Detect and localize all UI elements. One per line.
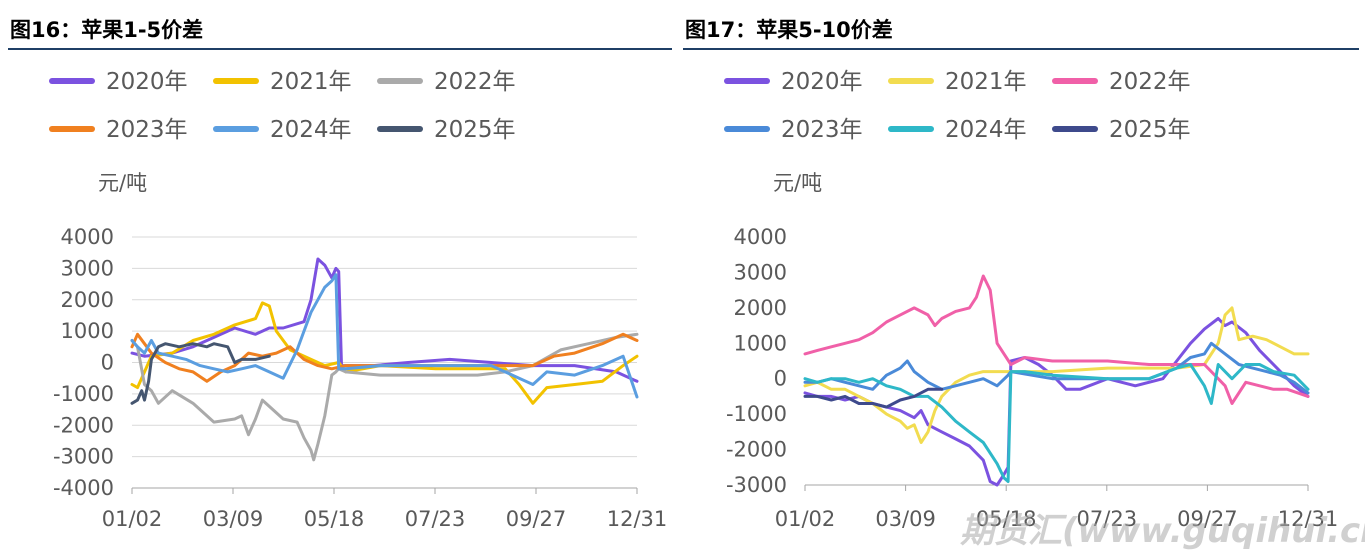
y-tick-label-1: 3000 xyxy=(734,260,787,284)
series-line-1 xyxy=(803,306,1310,444)
x-tick-label-0: 01/02 xyxy=(775,507,836,531)
y-tick-label-3: 1000 xyxy=(61,319,114,343)
series-line-4 xyxy=(803,363,1310,483)
y-tick-label-0: 4000 xyxy=(61,225,114,249)
legend-label-0: 2020年 xyxy=(106,69,188,95)
x-tick-label-2: 05/18 xyxy=(304,507,365,531)
title-divider-right xyxy=(683,48,1359,50)
y-tick-label-6: -2000 xyxy=(726,438,787,462)
x-tick-label-3: 07/23 xyxy=(405,507,466,531)
x-tick-label-4: 09/27 xyxy=(506,507,567,531)
legend-label-5: 2025年 xyxy=(1109,117,1191,143)
series-line-0 xyxy=(130,257,639,383)
x-tick-label-2: 05/18 xyxy=(976,507,1037,531)
y-tick-label-7: -3000 xyxy=(53,445,114,469)
x-tick-label-1: 03/09 xyxy=(203,507,264,531)
chart-title-left: 图16：苹果1-5价差 xyxy=(10,18,204,42)
x-tick-label-5: 12/31 xyxy=(607,507,668,531)
legend-label-0: 2020年 xyxy=(781,69,863,95)
y-tick-label-2: 2000 xyxy=(734,296,787,320)
series-line-5 xyxy=(803,387,944,409)
series-line-1 xyxy=(130,301,639,405)
legend-label-2: 2022年 xyxy=(434,69,516,95)
y-tick-label-2: 2000 xyxy=(61,288,114,312)
y-tick-label-5: -1000 xyxy=(53,382,114,406)
legend-label-2: 2022年 xyxy=(1109,69,1191,95)
series-line-4 xyxy=(130,273,639,399)
series-line-3 xyxy=(130,332,639,383)
legend-label-5: 2025年 xyxy=(434,117,516,143)
watermark-text: 期货汇(www.guqihui.cn) xyxy=(960,511,1365,551)
legend-label-3: 2023年 xyxy=(781,117,863,143)
y-tick-label-3: 1000 xyxy=(734,331,787,355)
series-line-5 xyxy=(130,342,271,405)
x-tick-label-0: 01/02 xyxy=(102,507,163,531)
legend-label-4: 2024年 xyxy=(945,117,1027,143)
x-tick-label-3: 07/23 xyxy=(1077,507,1138,531)
y-axis-unit-label: 元/吨 xyxy=(773,171,822,195)
series-line-3 xyxy=(803,341,1310,395)
legend-label-3: 2023年 xyxy=(106,117,188,143)
title-divider-left xyxy=(8,48,672,50)
x-tick-label-1: 03/09 xyxy=(875,507,936,531)
x-tick-label-4: 09/27 xyxy=(1177,507,1238,531)
series-line-2 xyxy=(803,274,1310,405)
y-tick-label-5: -1000 xyxy=(726,402,787,426)
series-line-2 xyxy=(130,332,639,462)
y-tick-label-8: -4000 xyxy=(53,476,114,500)
legend-label-1: 2021年 xyxy=(270,69,352,95)
y-tick-label-4: 0 xyxy=(774,367,787,391)
y-tick-label-4: 0 xyxy=(101,351,114,375)
chart-title-right: 图17：苹果5-10价差 xyxy=(685,18,893,42)
y-axis-unit-label: 元/吨 xyxy=(98,171,147,195)
x-tick-label-5: 12/31 xyxy=(1278,507,1339,531)
y-tick-label-6: -2000 xyxy=(53,413,114,437)
legend-label-4: 2024年 xyxy=(270,117,352,143)
y-tick-label-7: -3000 xyxy=(726,473,787,497)
y-tick-label-1: 3000 xyxy=(61,256,114,280)
legend-label-1: 2021年 xyxy=(945,69,1027,95)
y-tick-label-0: 4000 xyxy=(734,225,787,249)
